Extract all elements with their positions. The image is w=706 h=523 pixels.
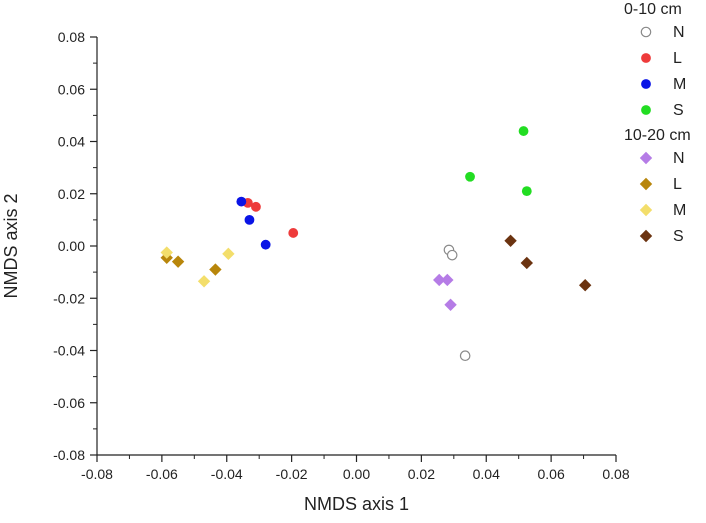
y-tick-label: 0.08	[58, 29, 85, 45]
legend-marker	[640, 26, 652, 38]
data-point	[288, 228, 299, 238]
y-tick-label: 0.04	[58, 134, 85, 150]
x-tick-label: 0.00	[343, 466, 370, 482]
data-point	[444, 298, 457, 311]
data-point	[441, 273, 454, 287]
legend-marker	[639, 203, 653, 217]
plot-axes	[96, 37, 616, 456]
data-point	[446, 249, 458, 261]
legend-marker	[639, 151, 653, 165]
y-axis-title: NMDS axis 2	[1, 193, 21, 298]
data-point	[578, 278, 592, 292]
legend-label: S	[673, 228, 684, 245]
data-point	[251, 201, 261, 212]
x-axis-title: NMDS axis 1	[304, 494, 409, 514]
legend-group-title: 10-20 cm	[624, 127, 691, 144]
legend-label: N	[673, 150, 685, 167]
x-tick-label: 0.06	[538, 466, 565, 482]
data-point	[244, 214, 255, 225]
legend-marker	[641, 105, 651, 115]
legend-group-title: 0-10 cm	[624, 1, 682, 18]
data-point	[433, 273, 446, 287]
x-tick-label: -0.08	[81, 466, 113, 482]
data-point	[222, 247, 235, 261]
x-tick-label: 0.04	[473, 466, 500, 482]
data-point	[209, 263, 222, 276]
x-tick-label: -0.02	[276, 466, 308, 482]
data-point	[521, 186, 532, 197]
y-tick-label: 0.00	[58, 238, 85, 254]
x-tick-label: 0.08	[602, 466, 629, 482]
data-point	[459, 350, 471, 362]
y-tick-label: -0.08	[53, 447, 85, 463]
legend-label: M	[673, 202, 686, 219]
data-point	[504, 234, 517, 247]
legend-label: S	[673, 102, 684, 119]
data-point	[518, 126, 529, 136]
data-point	[171, 255, 185, 268]
x-tick-label: -0.06	[146, 466, 178, 482]
data-point	[465, 171, 475, 182]
data-point	[197, 275, 211, 288]
x-tick-label: 0.02	[408, 466, 435, 482]
y-tick-label: -0.02	[53, 290, 85, 306]
data-point	[236, 196, 247, 207]
data-points	[160, 126, 592, 362]
y-tick-label: 0.06	[58, 81, 85, 97]
legend-label: M	[673, 76, 686, 93]
y-tick-label: -0.06	[53, 395, 85, 411]
axis-ticks: -0.08 -0.06 -0.04 -0.02 0.00 0.02 0.04 0.06 0.08…	[53, 29, 630, 482]
legend-marker	[641, 79, 651, 89]
legend-marker	[641, 53, 651, 63]
legend-marker	[639, 177, 653, 191]
data-point	[260, 239, 271, 250]
legend-label: L	[673, 176, 682, 193]
x-tick-label: -0.04	[211, 466, 243, 482]
y-tick-label: -0.04	[53, 343, 85, 359]
legend-label: N	[673, 24, 685, 41]
y-tick-label: 0.02	[58, 186, 85, 202]
data-point	[520, 256, 533, 270]
legend-marker	[639, 229, 653, 243]
data-point	[160, 246, 173, 259]
legend-label: L	[673, 50, 682, 67]
